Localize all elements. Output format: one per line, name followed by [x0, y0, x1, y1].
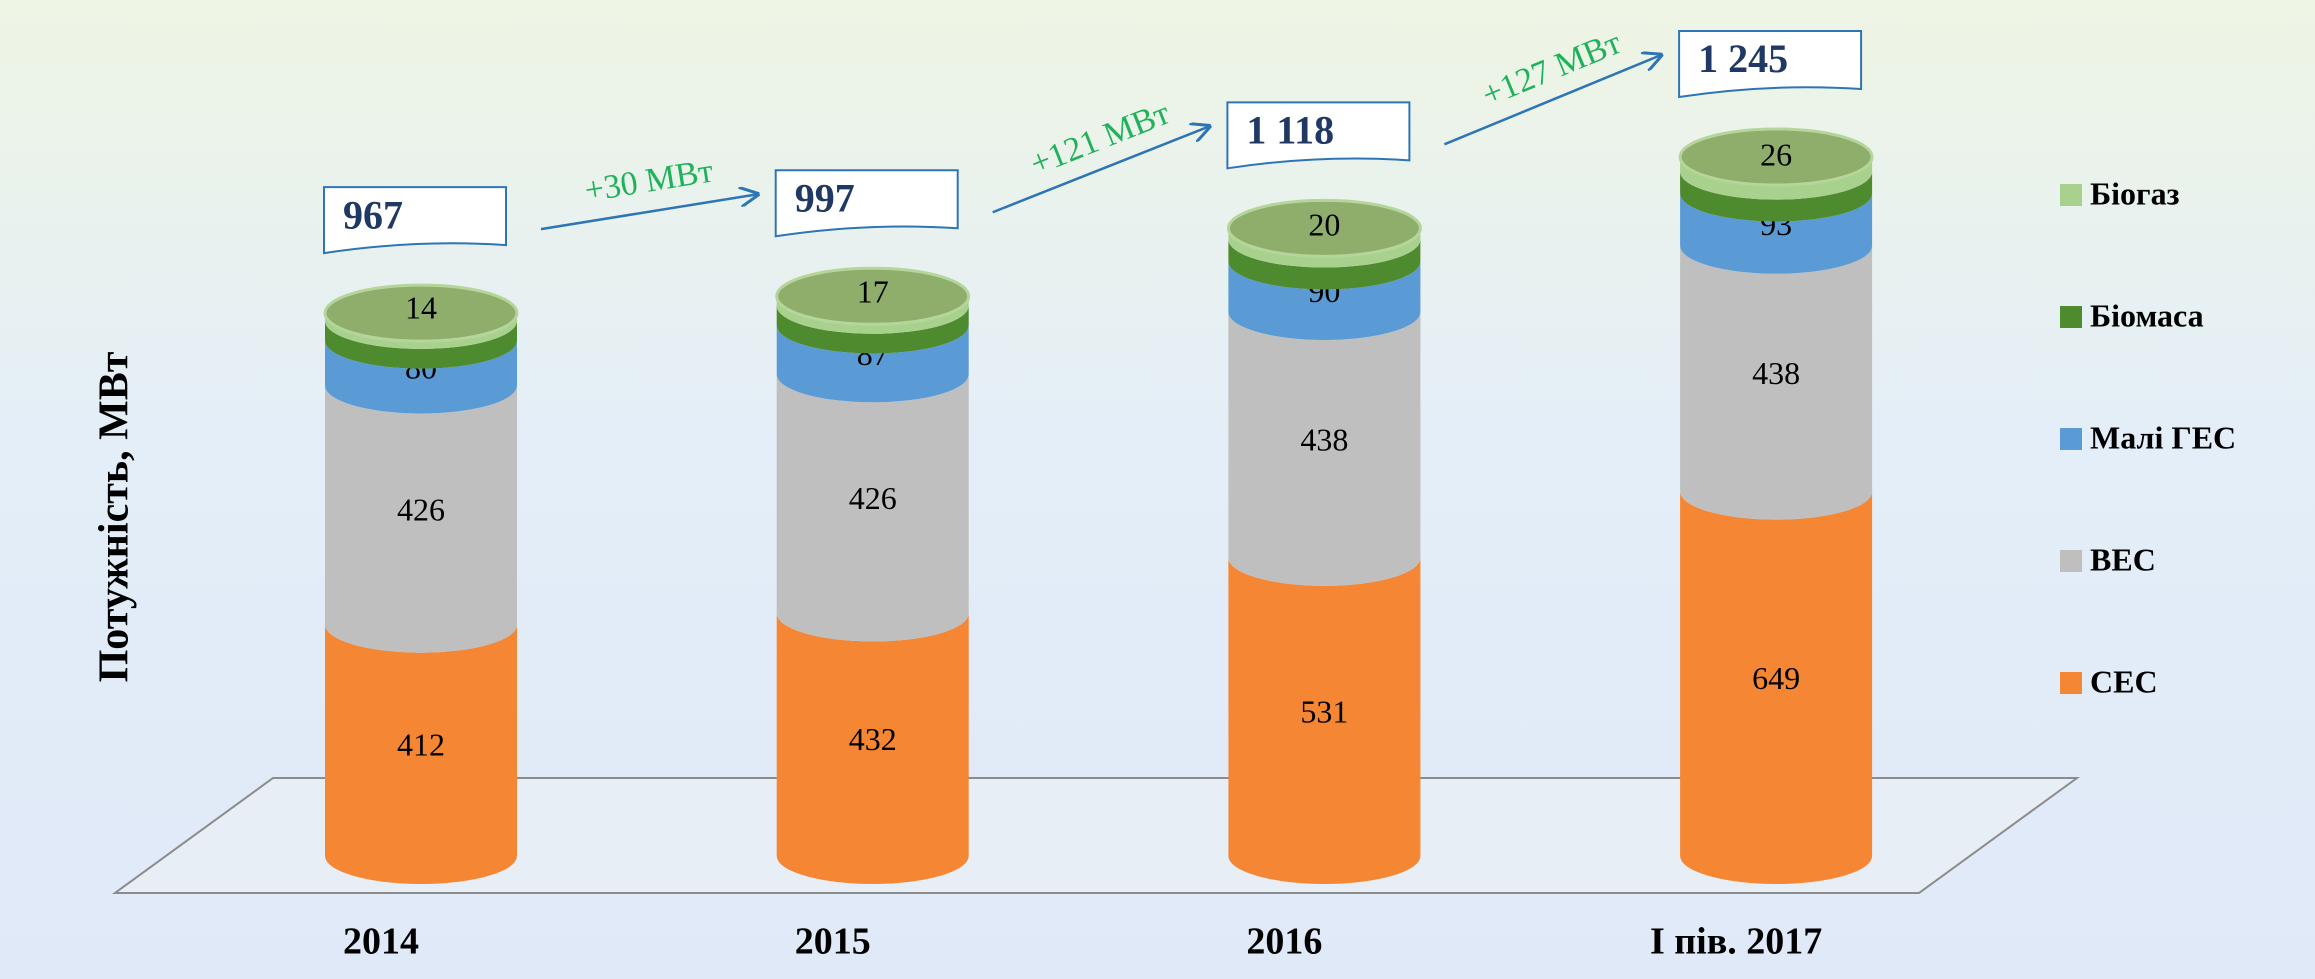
cylinder-segment	[776, 325, 969, 403]
growth-arrow	[992, 126, 1210, 214]
growth-arrow	[1443, 55, 1661, 146]
cylinder-segment	[1680, 157, 1873, 200]
total-box	[1226, 101, 1411, 170]
cylinder-segment	[776, 296, 969, 334]
cylinder-segment	[1228, 239, 1421, 290]
cylinder-segment	[776, 305, 969, 354]
cylinder-segment	[1680, 193, 1873, 274]
legend-label: Біомаса	[2090, 297, 2204, 333]
data-label: 426	[397, 491, 445, 527]
total-label: 967	[343, 192, 403, 237]
cylinder-segment	[325, 340, 517, 414]
legend-swatch	[2060, 428, 2082, 450]
legend-swatch	[2060, 672, 2082, 694]
total-label: 1 118	[1246, 107, 1334, 152]
cylinder-segment	[325, 320, 517, 369]
cylinder-top	[323, 283, 519, 343]
legend-label: Малі ГЕС	[2090, 419, 2236, 455]
x-tick-label: 2014	[343, 921, 419, 963]
data-label: 438	[1300, 421, 1348, 457]
cylinder-segment	[776, 613, 969, 885]
legend-swatch	[2060, 306, 2082, 328]
data-label: 531	[1300, 693, 1348, 729]
growth-arrow	[540, 194, 758, 231]
cylinder-segment	[1228, 311, 1421, 586]
data-label: 26	[1760, 137, 1792, 173]
data-label: 426	[849, 480, 897, 516]
x-tick-label: 2016	[1246, 921, 1322, 963]
data-label: 438	[1752, 355, 1800, 391]
legend-label: Біогаз	[2090, 175, 2180, 211]
y-axis-label: Потужність, МВт	[92, 351, 138, 682]
x-tick-label: І пів. 2017	[1650, 921, 1822, 963]
cylinder-top	[1678, 127, 1874, 187]
legend-swatch	[2060, 550, 2082, 572]
cylinder-segment	[1680, 245, 1873, 520]
total-label: 997	[795, 175, 855, 220]
cylinder-segment	[1680, 171, 1873, 222]
total-box	[1678, 30, 1863, 99]
cylinder-segment	[1228, 261, 1421, 340]
cylinder-segment	[776, 374, 969, 642]
data-label: 20	[1308, 206, 1340, 242]
cylinder-segment	[1680, 491, 1873, 885]
cylinder-segment	[325, 624, 517, 884]
total-label: 1 245	[1698, 36, 1788, 81]
data-label: 432	[849, 721, 897, 757]
data-label: 14	[405, 289, 437, 325]
total-box	[774, 169, 959, 238]
cylinder-segment	[1228, 557, 1421, 885]
cylinder-segment	[1228, 228, 1421, 268]
total-box	[323, 186, 507, 255]
cylinder-top	[1226, 198, 1422, 258]
legend-swatch	[2060, 184, 2082, 206]
x-tick-label: 2015	[795, 921, 871, 963]
data-label: 412	[397, 727, 445, 763]
cylinder-segment	[325, 385, 517, 653]
legend-label: ВЕС	[2090, 541, 2156, 577]
cylinder-segment	[325, 313, 517, 349]
data-label: 649	[1752, 660, 1800, 696]
data-label: 17	[857, 273, 889, 309]
cylinder-top	[775, 266, 971, 326]
legend-label: СЕС	[2090, 663, 2158, 699]
